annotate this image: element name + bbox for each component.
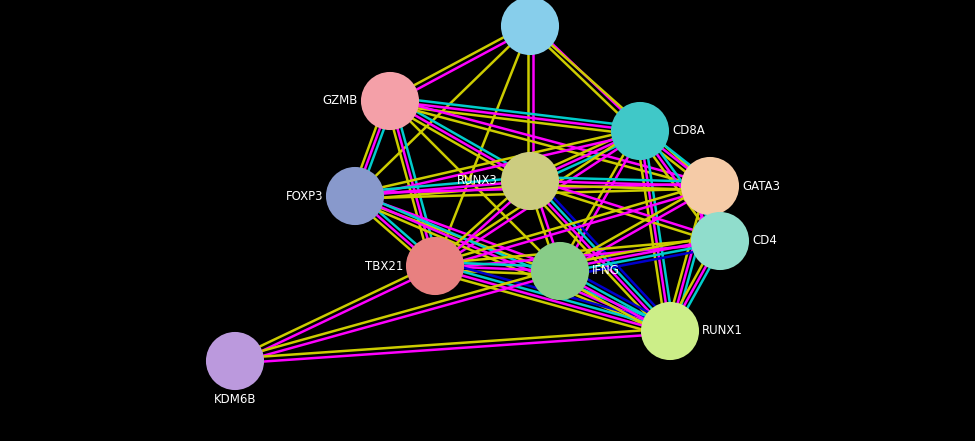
Text: TBX21: TBX21 <box>365 259 403 273</box>
Circle shape <box>502 153 558 209</box>
Text: GZMB: GZMB <box>323 94 358 108</box>
Circle shape <box>612 103 668 159</box>
Circle shape <box>407 238 463 294</box>
Circle shape <box>692 213 748 269</box>
Circle shape <box>642 303 698 359</box>
Circle shape <box>327 168 383 224</box>
Text: CD4: CD4 <box>752 235 777 247</box>
Text: FOXP3: FOXP3 <box>286 190 323 202</box>
Text: CD8A: CD8A <box>672 124 705 138</box>
Text: IFNG: IFNG <box>592 265 620 277</box>
Text: RUNX3: RUNX3 <box>457 175 498 187</box>
Text: GATA3: GATA3 <box>742 179 780 193</box>
Circle shape <box>532 243 588 299</box>
Circle shape <box>682 158 738 214</box>
Circle shape <box>207 333 263 389</box>
Text: RUNX1: RUNX1 <box>702 325 743 337</box>
Text: KDM6B: KDM6B <box>214 393 256 406</box>
Circle shape <box>502 0 558 54</box>
Circle shape <box>362 73 418 129</box>
